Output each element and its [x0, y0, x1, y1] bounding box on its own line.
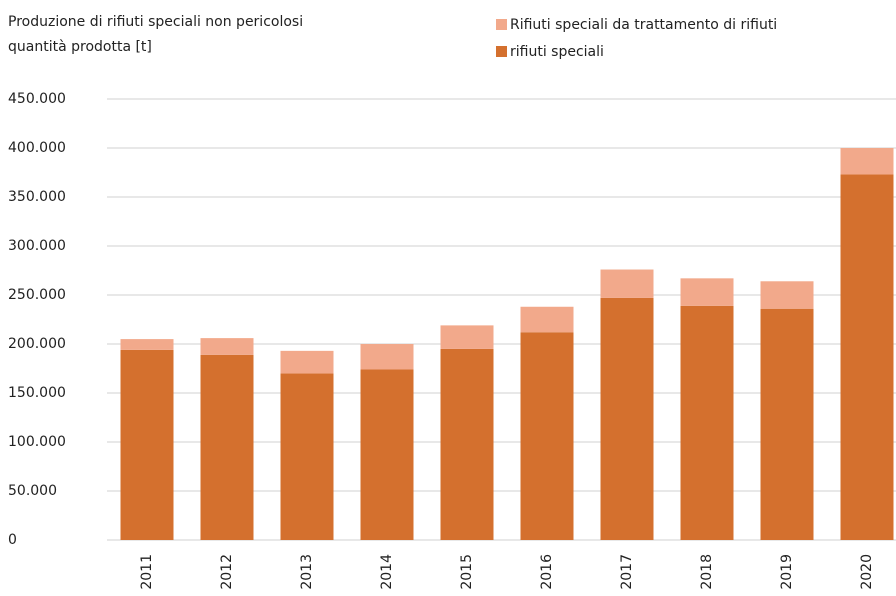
bar-segment	[120, 339, 174, 350]
x-tick-label: 2012	[219, 554, 235, 590]
bar-segment	[280, 373, 334, 540]
bar-segment	[840, 174, 894, 540]
y-tick-label: 250.000	[8, 287, 66, 303]
x-tick-label: 2013	[299, 554, 315, 590]
legend-label: Rifiuti speciali da trattamento di rifiu…	[510, 17, 777, 33]
bar-segment	[440, 325, 494, 349]
legend-label: rifiuti speciali	[510, 44, 604, 60]
y-tick-label: 0	[8, 532, 17, 548]
x-tick-label: 2011	[139, 554, 155, 590]
bar-segment	[440, 348, 494, 540]
bar-segment	[200, 354, 254, 540]
x-tick-label: 2019	[779, 554, 795, 590]
y-tick-label: 150.000	[8, 385, 66, 401]
y-tick-label: 200.000	[8, 336, 66, 352]
bar-segment	[760, 308, 814, 540]
y-tick-label: 300.000	[8, 238, 66, 254]
bar-segment	[680, 278, 734, 306]
bar-segment	[840, 148, 894, 175]
x-tick-label: 2016	[539, 554, 555, 590]
chart-title: Produzione di rifiuti speciali non peric…	[8, 14, 303, 30]
x-tick-label: 2017	[619, 554, 635, 590]
x-tick-label: 2014	[379, 554, 395, 590]
bar-segment	[520, 332, 574, 540]
x-tick-label: 2018	[699, 554, 715, 590]
bar-segment	[760, 281, 814, 309]
y-tick-label: 100.000	[8, 434, 66, 450]
bar-segment	[600, 269, 654, 298]
bar-segment	[600, 297, 654, 540]
y-tick-label: 350.000	[8, 189, 66, 205]
chart-subtitle: quantità prodotta [t]	[8, 39, 152, 55]
bar-segment	[360, 369, 414, 540]
bar-segment	[200, 338, 254, 355]
bar-segment	[520, 306, 574, 333]
bar-segment	[680, 305, 734, 540]
bar-segment	[280, 350, 334, 374]
x-tick-label: 2015	[459, 554, 475, 590]
bar-segment	[360, 344, 414, 370]
y-tick-label: 50.000	[8, 483, 57, 499]
x-tick-label: 2020	[859, 554, 875, 590]
y-tick-label: 400.000	[8, 140, 66, 156]
bar-segment	[120, 349, 174, 540]
y-tick-label: 450.000	[8, 91, 66, 107]
legend-swatch	[496, 19, 507, 30]
legend-swatch	[496, 46, 507, 57]
